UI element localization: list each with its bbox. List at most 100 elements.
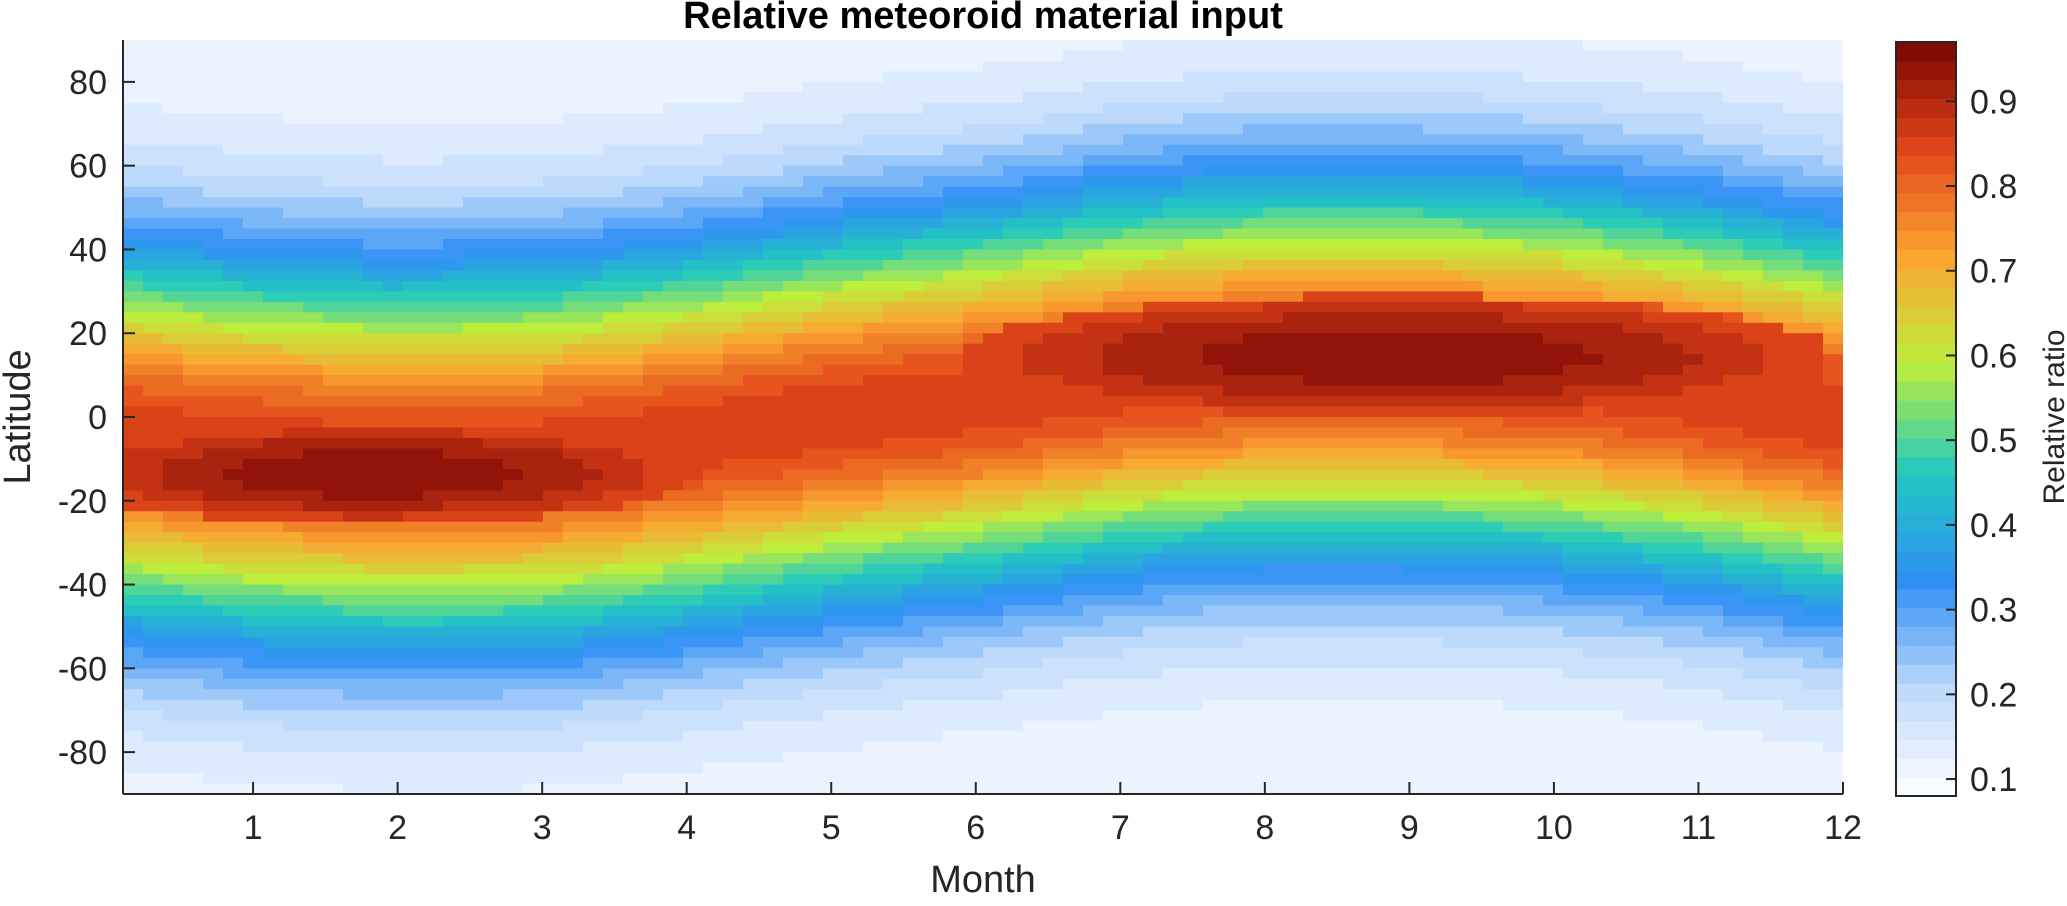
heat-cell	[283, 123, 304, 135]
heat-cell	[1043, 584, 1064, 596]
heat-cell	[1363, 605, 1384, 617]
heat-cell	[763, 354, 784, 366]
heat-cell	[263, 322, 284, 334]
heat-cell	[443, 521, 464, 533]
heat-cell	[303, 40, 324, 52]
heat-cell	[1483, 280, 1504, 292]
heat-cell	[183, 563, 204, 575]
heat-cell	[1343, 207, 1364, 219]
heat-cell	[1063, 532, 1084, 544]
heat-cell	[1423, 437, 1444, 450]
heat-cell	[1223, 354, 1244, 366]
heat-cell	[443, 595, 464, 607]
heat-cell	[1403, 123, 1424, 135]
heat-cell	[1043, 615, 1064, 628]
heat-cell	[563, 511, 584, 523]
heat-cell	[663, 741, 684, 753]
heat-cell	[203, 249, 224, 261]
heat-cell	[843, 176, 864, 188]
heat-cell	[983, 668, 1004, 680]
heat-cell	[1343, 375, 1364, 387]
heat-cell	[963, 626, 984, 638]
heat-cell	[1463, 595, 1484, 607]
heat-cell	[563, 364, 584, 376]
heat-cell	[1083, 783, 1104, 794]
heat-cell	[803, 176, 824, 188]
heat-cell	[983, 406, 1004, 418]
heat-cell	[1383, 574, 1404, 586]
heat-cell	[1063, 417, 1084, 429]
heat-cell	[703, 301, 724, 313]
heat-cell	[443, 469, 464, 481]
heat-cell	[263, 595, 284, 607]
heat-cell	[283, 322, 304, 334]
heat-cell	[783, 207, 804, 219]
heat-cell	[1023, 458, 1044, 470]
heat-cell	[1323, 238, 1344, 251]
heat-cell	[683, 542, 704, 554]
heat-cell	[343, 678, 364, 690]
heat-cell	[463, 678, 484, 690]
heat-cell	[823, 176, 844, 188]
heat-cell	[1223, 741, 1244, 753]
heat-cell	[1283, 270, 1304, 282]
heat-cell	[483, 238, 504, 251]
heat-cell	[1363, 165, 1384, 177]
heat-cell	[463, 207, 484, 219]
heat-cell	[803, 375, 824, 387]
heat-cell	[343, 417, 364, 429]
heat-cell	[1103, 574, 1124, 586]
heat-cell	[683, 406, 704, 418]
heat-cell	[1323, 762, 1344, 774]
heat-cell	[943, 333, 964, 345]
heat-cell	[523, 500, 544, 512]
heat-cell	[123, 657, 144, 669]
heat-cell	[223, 542, 244, 554]
heat-cell	[643, 102, 664, 114]
heat-cell	[183, 322, 204, 334]
heat-cell	[803, 574, 824, 586]
heat-cell	[1483, 259, 1504, 271]
heat-cell	[863, 427, 884, 439]
heat-cell	[1303, 301, 1324, 313]
heat-cell	[583, 584, 604, 596]
heat-cell	[623, 354, 644, 366]
heat-cell	[1343, 385, 1364, 397]
heat-cell	[683, 238, 704, 251]
heat-cell	[983, 657, 1004, 669]
heat-cell	[1303, 668, 1324, 680]
heat-cell	[1343, 511, 1364, 523]
heat-cell	[483, 197, 504, 209]
heat-cell	[763, 532, 784, 544]
heat-cell	[623, 626, 644, 638]
heat-cell	[303, 207, 324, 219]
heat-cell	[1503, 50, 1524, 62]
heat-cell	[1183, 291, 1204, 303]
heat-cell	[243, 563, 264, 575]
heat-cell	[723, 500, 744, 512]
heat-cell	[503, 417, 524, 429]
heat-cell	[423, 144, 444, 156]
heat-cell	[803, 752, 824, 764]
heat-cell	[563, 699, 584, 711]
heat-cell	[1123, 605, 1144, 617]
heat-cell	[363, 81, 384, 93]
heat-cell	[1203, 731, 1224, 743]
heat-cell	[683, 417, 704, 429]
heat-cell	[123, 40, 144, 52]
heat-cell	[603, 699, 624, 711]
heat-cell	[863, 479, 884, 491]
heat-cell	[623, 511, 644, 523]
heat-cell	[123, 647, 144, 659]
heat-cell	[683, 50, 704, 62]
heat-cell	[1323, 417, 1344, 429]
heat-cell	[1463, 354, 1484, 366]
heat-cell	[1283, 615, 1304, 628]
heat-cell	[603, 238, 624, 251]
heat-cell	[463, 626, 484, 638]
heat-cell	[263, 741, 284, 753]
heat-cell	[503, 553, 524, 565]
heat-cell	[1163, 375, 1184, 387]
heat-cell	[1263, 50, 1284, 62]
